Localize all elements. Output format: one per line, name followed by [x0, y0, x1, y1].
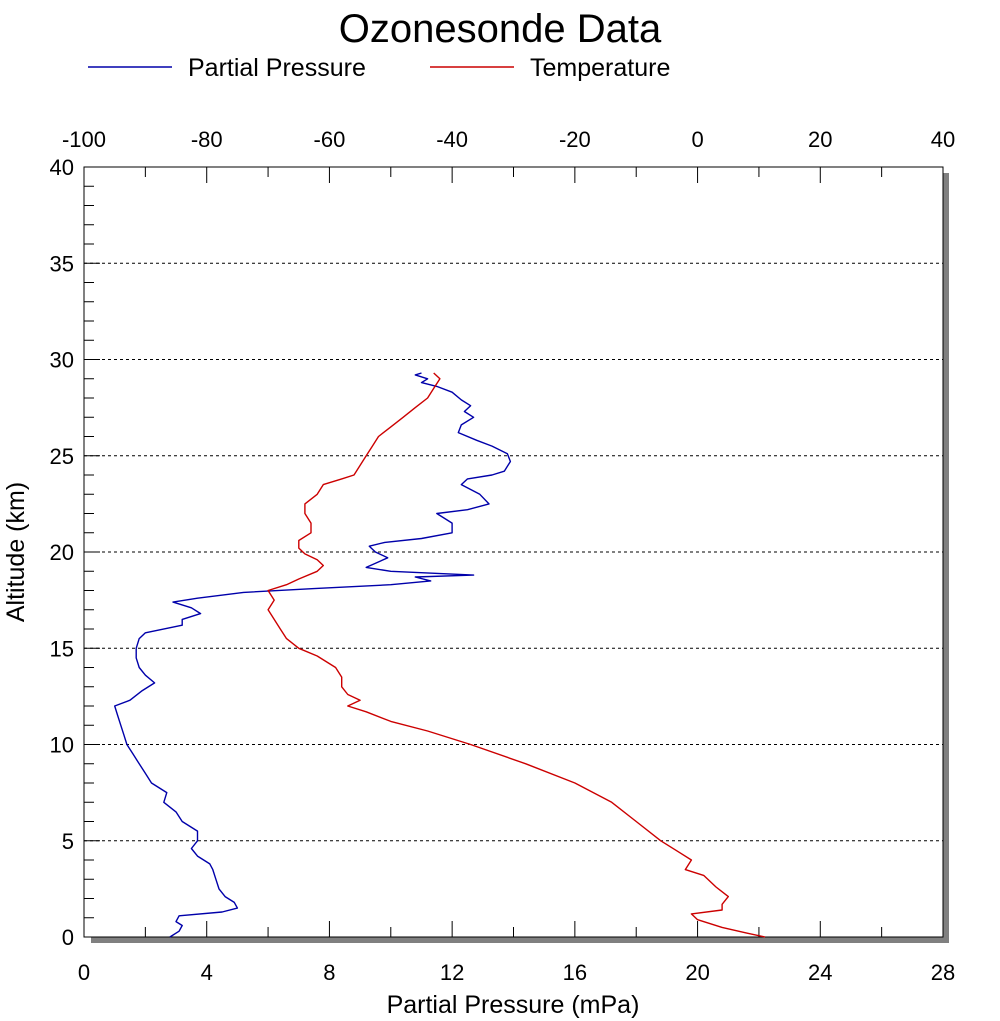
tick-labels: 0 5 10 15 20 25 30 35 40 0 4 8 12 16 20 24 28 -100 -80 -60 -… [50, 127, 956, 985]
x-bottom-tick-label-1: 4 [201, 960, 213, 985]
x-top-tick-label-2: -60 [314, 127, 346, 152]
series-layer [113, 372, 766, 938]
y-tick-label-2: 10 [50, 733, 74, 758]
x-top-tick-label-5: 0 [691, 127, 703, 152]
x-top-tick-label-7: 40 [931, 127, 955, 152]
x-top-tick-label-0: -100 [62, 127, 106, 152]
y-tick-label-4: 20 [50, 540, 74, 565]
chart-title: Ozonesonde Data [339, 7, 662, 51]
legend-label-partial-pressure: Partial Pressure [188, 54, 366, 82]
legend: Partial Pressure Temperature [88, 54, 670, 82]
x-top-tick-label-4: -20 [559, 127, 591, 152]
x-bottom-tick-label-0: 0 [78, 960, 90, 985]
series-line-temperature [267, 372, 766, 938]
x-bottom-tick-label-3: 12 [440, 960, 464, 985]
y-tick-label-6: 30 [50, 348, 74, 373]
x-top-tick-label-1: -80 [191, 127, 223, 152]
x-top-tick-label-6: 20 [808, 127, 832, 152]
y-tick-label-8: 40 [50, 155, 74, 180]
x-bottom-tick-label-7: 28 [931, 960, 955, 985]
y-tick-label-0: 0 [62, 925, 74, 950]
series-line-partial-pressure [113, 372, 512, 938]
x-bottom-tick-label-4: 16 [563, 960, 587, 985]
ticks [83, 166, 944, 938]
x-bottom-tick-label-5: 20 [685, 960, 709, 985]
plot-shadow-right [943, 173, 949, 943]
y-tick-label-5: 25 [50, 444, 74, 469]
x-top-tick-label-3: -40 [436, 127, 468, 152]
legend-label-temperature: Temperature [530, 54, 670, 82]
gridlines [84, 262, 943, 842]
x-axis-title: Partial Pressure (mPa) [387, 991, 640, 1019]
plot-shadow-bottom [91, 937, 949, 943]
y-axis-title: Altitude (km) [2, 482, 30, 622]
y-tick-label-7: 35 [50, 251, 74, 276]
x-bottom-tick-label-2: 8 [323, 960, 335, 985]
x-bottom-tick-label-6: 24 [808, 960, 832, 985]
y-tick-label-1: 5 [62, 829, 74, 854]
y-tick-label-3: 15 [50, 636, 74, 661]
